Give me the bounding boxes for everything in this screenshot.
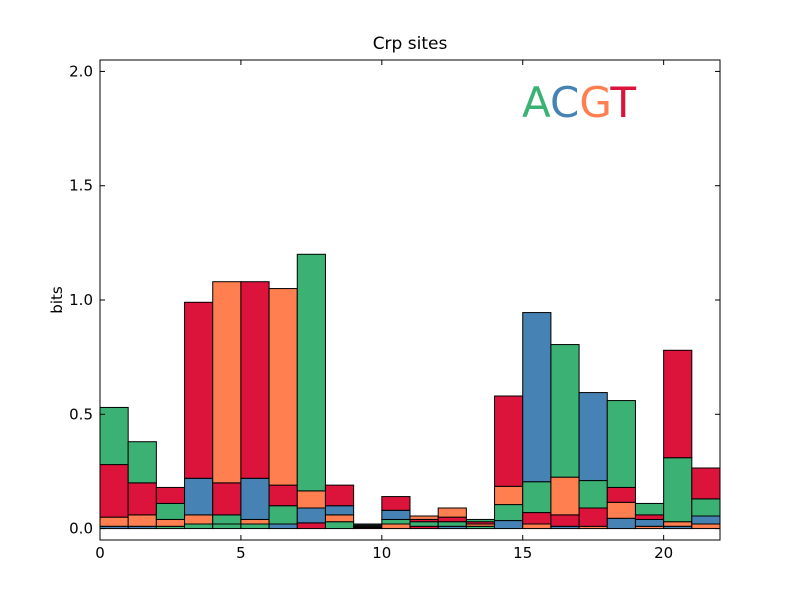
bar-segment-T-pos15-1 bbox=[522, 512, 552, 525]
bar-segment-T-pos21-3 bbox=[691, 467, 721, 500]
bar-segment-T-pos14-3 bbox=[494, 395, 524, 487]
bar-segment-A-pos11-1 bbox=[409, 521, 439, 527]
bar-segment-A-pos7-3 bbox=[296, 253, 326, 492]
x-tick-label: 0 bbox=[95, 544, 105, 562]
bar-segment-A-pos3-0 bbox=[184, 523, 214, 530]
bar-segment-T-pos20-3 bbox=[663, 349, 693, 459]
bar-segment-A-pos18-3 bbox=[606, 400, 636, 488]
legend: ACGT bbox=[522, 78, 636, 127]
bar-segment-A-pos0-3 bbox=[99, 406, 129, 466]
bar-segment-A-pos4-1 bbox=[212, 514, 242, 525]
bar-segment-T-pos4-2 bbox=[212, 482, 242, 516]
bar-segment-G-pos10-0 bbox=[381, 523, 411, 530]
bar-segment-T-pos6-2 bbox=[268, 484, 298, 507]
x-tick-label: 15 bbox=[513, 544, 532, 562]
legend-letter-C: C bbox=[550, 78, 579, 127]
bar-segment-G-pos14-2 bbox=[494, 485, 524, 506]
bar-segment-T-pos3-3 bbox=[184, 301, 214, 479]
bar-segment-T-pos12-2 bbox=[437, 516, 467, 523]
bar-segment-C-pos8-2 bbox=[324, 505, 355, 516]
x-tick-label: 5 bbox=[236, 544, 246, 562]
bar-segment-C-pos6-0 bbox=[268, 523, 298, 530]
bar-segment-G-pos20-1 bbox=[663, 521, 693, 527]
x-tick-label: 20 bbox=[654, 544, 673, 562]
bar-segment-G-pos16-2 bbox=[550, 476, 580, 516]
bar-segment-A-pos20-2 bbox=[663, 457, 693, 523]
bar-segment-G-pos11-3 bbox=[409, 515, 439, 520]
bar-segment-C-pos15-3 bbox=[522, 312, 552, 483]
bar-segment-G-pos1-1 bbox=[127, 514, 157, 527]
bar-segment-A-pos21-2 bbox=[691, 498, 721, 517]
chart-title: Crp sites bbox=[373, 34, 448, 54]
bar-segment-C-pos7-1 bbox=[296, 507, 326, 524]
bar-segment-G-pos0-1 bbox=[99, 516, 129, 527]
bar-segment-C-pos5-2 bbox=[240, 477, 270, 520]
bar-segment-A-pos14-1 bbox=[494, 504, 524, 522]
bar-segment-C-pos19-1 bbox=[634, 518, 665, 527]
bar-segment-C-pos10-2 bbox=[381, 509, 411, 520]
y-tick-label: 1.5 bbox=[69, 177, 93, 195]
bar-segment-G-pos4-3 bbox=[212, 281, 242, 484]
bar-segment-T-pos1-2 bbox=[127, 482, 157, 516]
bar-segment-T-pos19-2 bbox=[634, 514, 665, 520]
x-tick-label: 10 bbox=[372, 544, 391, 562]
bar-segment-C-pos21-1 bbox=[691, 515, 721, 525]
bar-segment-A-pos8-0 bbox=[324, 521, 355, 530]
bar-segment-A-pos13-3 bbox=[465, 518, 496, 523]
bar-segment-G-pos12-3 bbox=[437, 507, 467, 518]
bar-segment-G-pos18-1 bbox=[606, 501, 636, 519]
y-tick-label: 1.0 bbox=[69, 291, 93, 309]
bar-segment-G-pos6-3 bbox=[268, 288, 298, 486]
bar-segment-A-pos15-2 bbox=[522, 481, 552, 514]
bar-segment-G-pos5-1 bbox=[240, 518, 270, 525]
bar-segment-G-pos7-2 bbox=[296, 490, 326, 509]
bar-segment-C-pos17-3 bbox=[578, 392, 608, 482]
bar-segment-A-pos4-0 bbox=[212, 523, 242, 530]
bar-segment-C-pos18-0 bbox=[606, 517, 636, 530]
bars bbox=[99, 253, 721, 530]
bar-segment-C-pos3-2 bbox=[184, 477, 214, 516]
legend-letter-T: T bbox=[609, 78, 636, 127]
y-tick-label: 0.0 bbox=[69, 520, 93, 538]
bar-segment-T-pos7-0 bbox=[296, 522, 326, 530]
bar-segment-T-pos10-3 bbox=[381, 496, 411, 511]
bar-segment-T-pos8-3 bbox=[324, 484, 355, 507]
bar-segment-A-pos1-3 bbox=[127, 441, 157, 484]
bar-segment-T-pos18-2 bbox=[606, 486, 636, 503]
bar-segment-T-pos17-1 bbox=[578, 507, 608, 527]
y-tick-label: 2.0 bbox=[69, 62, 93, 80]
legend-letter-A: A bbox=[522, 78, 551, 127]
bar-segment-T-pos2-3 bbox=[155, 486, 186, 504]
bar-segment-A-pos17-2 bbox=[578, 480, 608, 509]
bar-segment-A-pos10-1 bbox=[381, 518, 411, 525]
bar-segment-A-pos19-3 bbox=[634, 502, 665, 516]
bar-segment-A-pos2-2 bbox=[155, 502, 186, 520]
legend-letter-G: G bbox=[579, 78, 610, 127]
bar-segment-G-pos3-1 bbox=[184, 514, 214, 525]
y-tick-label: 0.5 bbox=[69, 405, 93, 423]
bar-segment-A-pos16-3 bbox=[550, 344, 580, 478]
bar-segment-G-pos2-1 bbox=[155, 518, 186, 527]
bar-segment-G-pos8-1 bbox=[324, 514, 355, 523]
bar-segment-T-pos5-3 bbox=[240, 281, 270, 479]
bar-segment-G-pos21-0 bbox=[691, 523, 721, 530]
axis-ticks: 0 5 10 15 20 0.0 0.5 1.0 1.5 2.0 bbox=[69, 60, 720, 562]
bar-segment-A-pos6-1 bbox=[268, 505, 298, 525]
bar-segment-T-pos16-1 bbox=[550, 514, 580, 527]
bar-segment-A-pos5-0 bbox=[240, 523, 270, 530]
y-axis-label: bits bbox=[48, 286, 66, 314]
bar-segment-T-pos0-2 bbox=[99, 464, 129, 518]
bar-segment-C-pos14-0 bbox=[494, 520, 524, 530]
bar-segment-A-pos12-1 bbox=[437, 521, 467, 527]
bar-segment-G-pos15-0 bbox=[522, 523, 552, 530]
bar-segment-C-pos9-3 bbox=[353, 523, 383, 526]
